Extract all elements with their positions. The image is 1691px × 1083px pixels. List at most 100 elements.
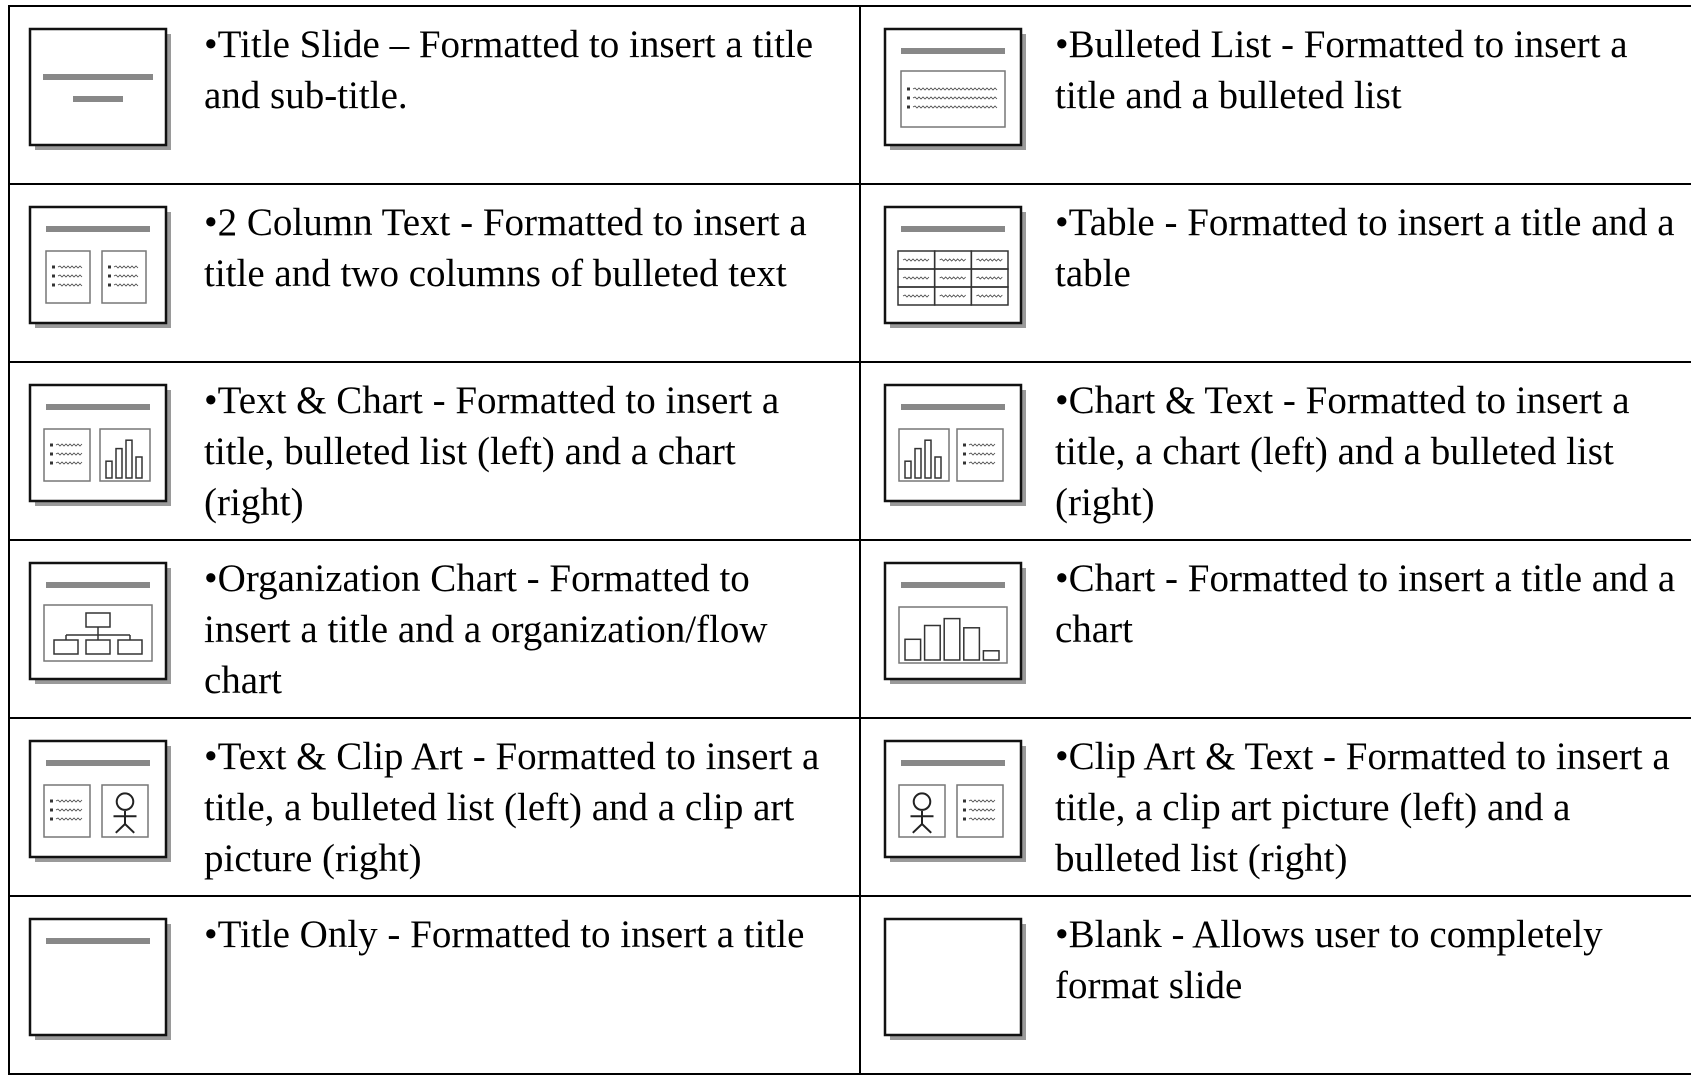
icon-shape <box>115 447 123 479</box>
layout-icon <box>28 561 171 684</box>
layout-cell: •Table - Formatted to insert a title and… <box>859 183 1691 363</box>
icon-shape <box>912 87 998 91</box>
layout-icon <box>883 739 1026 862</box>
icon-shape <box>898 784 946 838</box>
icon-shape <box>65 627 131 640</box>
icon-shape <box>43 604 153 662</box>
icon-shape <box>43 428 91 482</box>
layout-row: •Title Only - Formatted to insert a titl… <box>8 895 1691 1075</box>
layout-description: •Text & Chart - Formatted to insert a ti… <box>204 379 780 524</box>
icon-shape <box>55 461 83 465</box>
icon-shape <box>115 792 135 811</box>
icon-shape <box>99 428 151 482</box>
icon-shape <box>910 811 934 834</box>
layout-description: •Clip Art & Text - Formatted to insert a… <box>1055 735 1670 880</box>
icon-shape <box>902 276 930 280</box>
icon-shape <box>57 283 83 287</box>
layout-description: •Chart & Text - Formatted to insert a ti… <box>1055 379 1630 524</box>
icon-shape <box>934 456 942 479</box>
icon-shape <box>963 443 966 447</box>
layout-description: •Organization Chart - Formatted to inser… <box>204 557 768 702</box>
layout-row: •Organization Chart - Formatted to inser… <box>8 539 1691 719</box>
layout-icon <box>28 739 171 862</box>
icon-shape <box>976 294 1003 298</box>
icon-shape <box>902 258 930 262</box>
icon-shape <box>28 917 168 1037</box>
icon-shape <box>108 274 111 278</box>
icon-shape <box>902 294 930 298</box>
icon-shape <box>912 105 998 109</box>
icon-shape <box>52 274 55 278</box>
icon-shape <box>28 383 168 503</box>
icon-shape <box>943 617 961 661</box>
icon-shape <box>914 447 922 479</box>
icon-shape <box>50 799 53 803</box>
icon-shape <box>900 70 1006 128</box>
icon-shape <box>898 428 950 482</box>
icon-shape <box>55 443 83 447</box>
icon-shape <box>50 817 53 821</box>
layout-description: •Bulleted List - Formatted to insert a t… <box>1055 23 1628 117</box>
icon-shape <box>55 452 83 456</box>
icon-shape <box>982 650 1000 661</box>
icon-shape <box>135 456 143 479</box>
icon-shape <box>883 739 1023 859</box>
icon-shape <box>898 606 1008 664</box>
icon-shape <box>956 428 1004 482</box>
icon-shape <box>968 799 996 803</box>
layout-icon <box>883 205 1026 328</box>
icon-shape <box>970 286 1009 306</box>
layout-row: •2 Column Text - Formatted to insert a t… <box>8 183 1691 363</box>
icon-shape <box>963 461 966 465</box>
icon-shape <box>113 283 139 287</box>
icon-shape <box>968 461 996 465</box>
layout-cell: •Blank - Allows user to completely forma… <box>859 895 1691 1075</box>
icon-shape <box>55 799 83 803</box>
icon-shape <box>50 808 53 812</box>
icon-shape <box>113 274 139 278</box>
icon-shape <box>43 784 91 838</box>
layout-cell: •2 Column Text - Formatted to insert a t… <box>8 183 861 363</box>
icon-shape <box>939 294 966 298</box>
layout-description: •Blank - Allows user to completely forma… <box>1055 913 1603 1007</box>
layout-cell: •Chart - Formatted to insert a title and… <box>859 539 1691 719</box>
icon-shape <box>907 96 910 100</box>
icon-shape <box>968 817 996 821</box>
icon-shape <box>28 739 168 859</box>
icon-shape <box>963 627 981 661</box>
icon-shape <box>956 784 1004 838</box>
icon-shape <box>907 87 910 91</box>
icon-shape <box>904 460 912 479</box>
icon-shape <box>939 258 966 262</box>
icon-shape <box>52 283 55 287</box>
icon-shape <box>976 276 1003 280</box>
icon-shape <box>28 27 168 147</box>
icon-shape <box>50 461 53 465</box>
icon-shape <box>101 784 149 838</box>
layout-description: •2 Column Text - Formatted to insert a t… <box>204 201 807 295</box>
layout-icon <box>28 917 171 1040</box>
icon-shape <box>113 265 139 269</box>
icon-shape <box>963 452 966 456</box>
layout-icon <box>28 27 171 150</box>
layout-description: •Title Slide – Formatted to insert a tit… <box>204 23 814 117</box>
layout-icon <box>883 561 1026 684</box>
icon-shape <box>85 639 111 655</box>
icon-shape <box>968 808 996 812</box>
icon-shape <box>912 792 932 811</box>
icon-shape <box>108 283 111 287</box>
icon-shape <box>963 808 966 812</box>
layout-cell: •Clip Art & Text - Formatted to insert a… <box>859 717 1691 897</box>
layout-cell: •Title Slide – Formatted to insert a tit… <box>8 5 861 185</box>
layout-row: •Title Slide – Formatted to insert a tit… <box>8 5 1691 185</box>
icon-shape <box>963 799 966 803</box>
icon-shape <box>55 817 83 821</box>
layout-row: •Text & Clip Art - Formatted to insert a… <box>8 717 1691 897</box>
icon-shape <box>50 443 53 447</box>
icon-shape <box>101 250 147 304</box>
icon-shape <box>105 460 113 479</box>
icon-shape <box>52 265 55 269</box>
layout-icon <box>28 205 171 328</box>
icon-shape <box>924 439 932 479</box>
